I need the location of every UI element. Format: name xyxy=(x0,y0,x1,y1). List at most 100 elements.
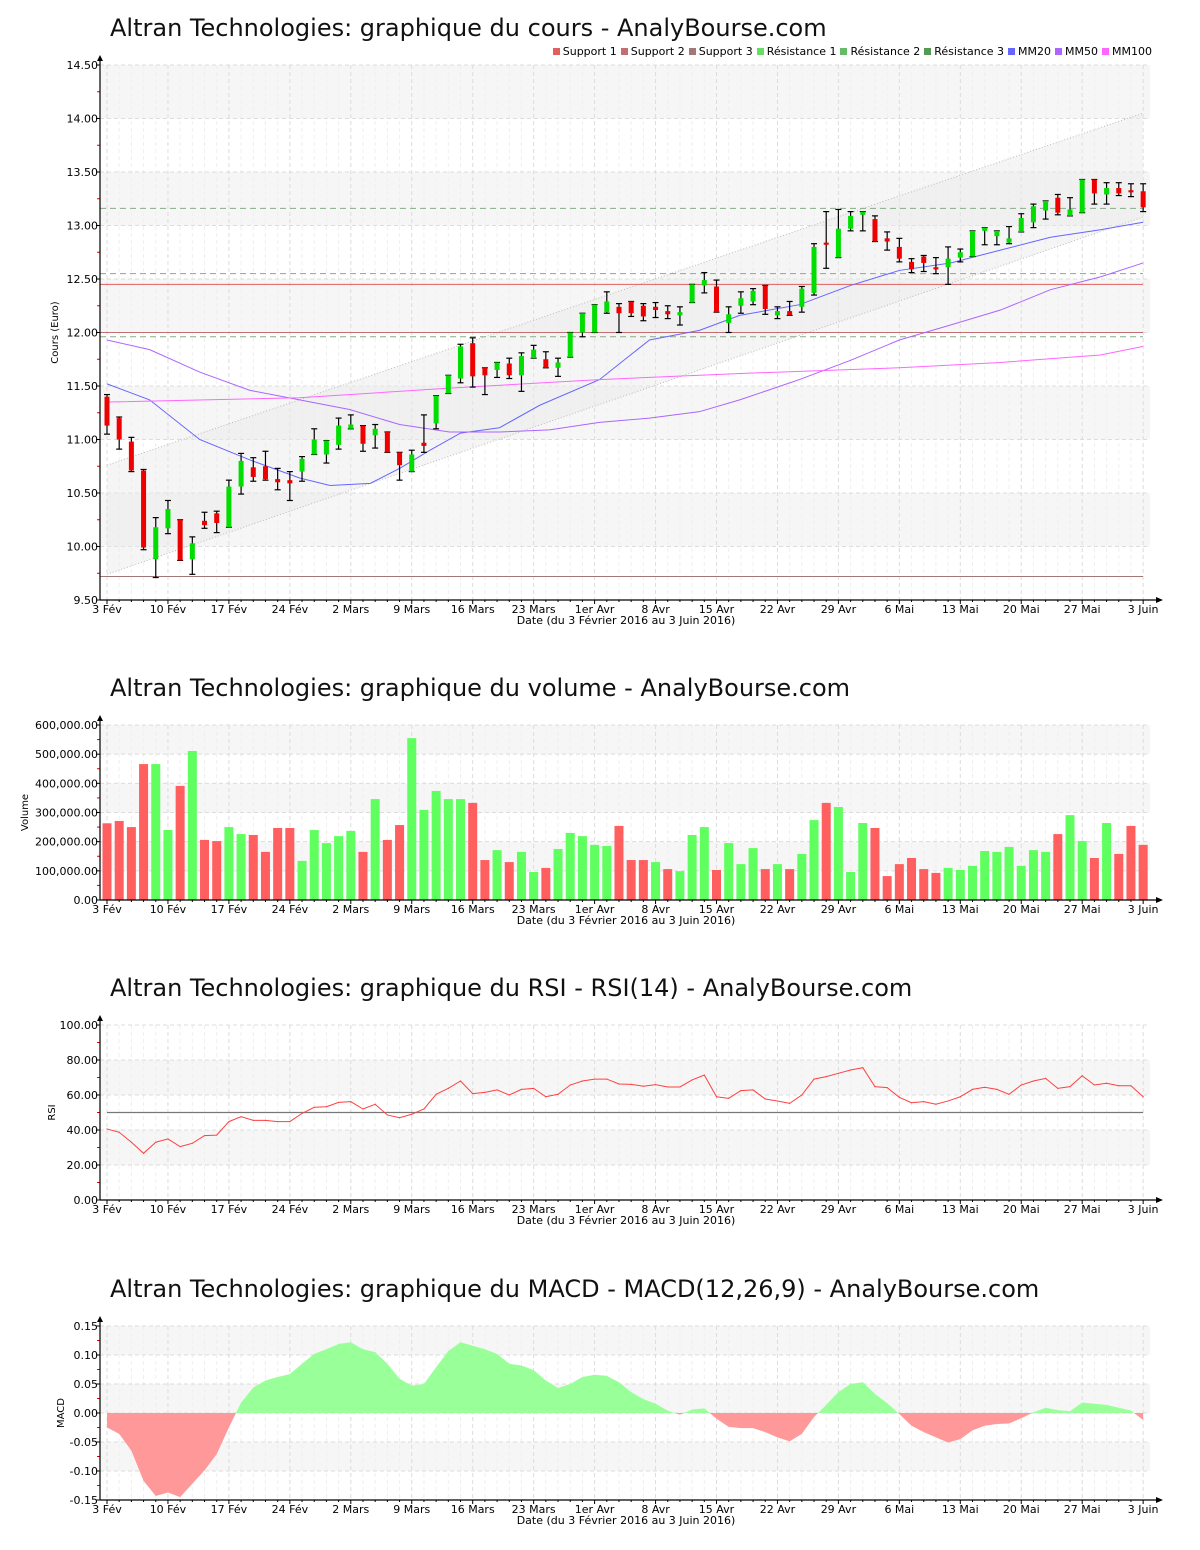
rsi-point xyxy=(1118,1085,1120,1087)
rsi-point xyxy=(545,1096,547,1098)
rsi-point xyxy=(642,1085,644,1087)
rsi-point xyxy=(289,1121,291,1123)
mm100-line xyxy=(106,345,1144,403)
y-tick-label: 0.10 xyxy=(74,1349,99,1362)
candle xyxy=(1042,200,1049,220)
y-tick-label: 300,000.00 xyxy=(35,807,98,820)
volume-bar xyxy=(577,836,587,900)
rsi-point xyxy=(618,1083,620,1085)
y-tick-label: 10.00 xyxy=(67,541,99,554)
volume-bar xyxy=(931,872,941,900)
candle xyxy=(347,414,354,430)
volume-bar xyxy=(760,869,770,900)
candle xyxy=(164,499,171,535)
y-tick-label: 500,000.00 xyxy=(35,748,98,761)
candle xyxy=(104,393,110,435)
candle-body xyxy=(299,458,305,472)
x-tick-label: 27 Mai xyxy=(1064,903,1101,916)
rsi-point xyxy=(923,1101,925,1103)
y-tick-label: 11.50 xyxy=(67,380,99,393)
x-tick-label: 13 Mai xyxy=(942,603,979,616)
rsi-point xyxy=(216,1134,218,1136)
background-band xyxy=(100,118,1150,172)
rsi-point xyxy=(1142,1096,1144,1098)
candle-body xyxy=(311,439,317,455)
volume-bar xyxy=(468,802,478,900)
rsi-point xyxy=(654,1084,657,1086)
y-tick-label: 14.50 xyxy=(67,59,99,72)
rsi-point xyxy=(679,1086,681,1088)
rsi-point xyxy=(1069,1086,1071,1088)
candle xyxy=(274,467,281,491)
candle-body xyxy=(470,343,476,377)
rsi-point xyxy=(910,1102,913,1104)
candle xyxy=(689,283,696,304)
candle xyxy=(579,312,586,338)
legend-label: MM20 xyxy=(1018,45,1052,58)
candle-body xyxy=(957,252,963,258)
candle-body xyxy=(165,509,171,529)
rsi-point xyxy=(752,1089,754,1091)
x-tick-label: 27 Mai xyxy=(1064,603,1101,616)
volume-bar xyxy=(967,865,977,900)
candle xyxy=(920,254,927,273)
legend-label: Support 1 xyxy=(562,45,617,58)
candle xyxy=(737,291,744,314)
chart-title: Altran Technologies: graphique du MACD -… xyxy=(110,1275,1039,1303)
x-axis-title: Date (du 3 Février 2016 au 3 Juin 2016) xyxy=(517,1214,736,1227)
rsi-point xyxy=(606,1078,608,1080)
candle-body xyxy=(543,359,549,368)
x-tick-label: 27 Mai xyxy=(1064,1203,1101,1216)
x-axis-title: Date (du 3 Février 2016 au 3 Juin 2016) xyxy=(517,914,736,927)
legend-item: Support 3 xyxy=(688,45,753,58)
background-band xyxy=(100,1471,1150,1500)
volume-bar xyxy=(1138,844,1148,900)
candle-body xyxy=(689,284,695,303)
x-tick-label: 17 Fév xyxy=(211,1503,248,1516)
candle-body xyxy=(884,238,890,242)
candle-body xyxy=(835,228,841,258)
volume-bar xyxy=(309,830,319,900)
y-axis-arrow xyxy=(97,715,103,721)
candle-body xyxy=(531,349,537,359)
x-tick-label: 8 Avr xyxy=(641,903,670,916)
x-axis-title: Date (du 3 Février 2016 au 3 Juin 2016) xyxy=(517,614,736,627)
volume-bar xyxy=(504,862,514,900)
candle xyxy=(932,257,939,275)
y-axis-title: RSI xyxy=(47,1104,58,1120)
volume-bar xyxy=(102,823,112,900)
volume-bar xyxy=(443,799,453,900)
legend-item: Résistance 1 xyxy=(756,45,836,58)
background-band xyxy=(100,65,1150,119)
volume-bar xyxy=(126,827,136,900)
candle xyxy=(713,279,720,313)
x-tick-label: 2 Mars xyxy=(332,903,369,916)
rsi-point xyxy=(1081,1075,1083,1077)
candle xyxy=(591,304,598,334)
volume-bar xyxy=(114,820,124,900)
x-tick-label: 1er Avr xyxy=(575,1203,615,1216)
candle xyxy=(420,414,427,453)
volume-bar xyxy=(358,851,368,900)
rsi-point xyxy=(1020,1084,1022,1086)
candle xyxy=(323,439,330,464)
rsi-point xyxy=(630,1083,632,1085)
candle-body xyxy=(360,425,366,444)
candle xyxy=(798,285,805,313)
y-tick-label: 400,000.00 xyxy=(35,777,98,790)
rsi-point xyxy=(557,1093,559,1095)
candle-body xyxy=(348,424,354,429)
x-tick-label: 20 Mai xyxy=(1003,1503,1040,1516)
legend-label: Support 3 xyxy=(698,45,753,58)
candle xyxy=(238,452,245,495)
rsi-chart: 100.00 80.00 60.00 40.00 20.00 0.003 Fév 10 Fé… xyxy=(47,974,1163,1227)
candle-body xyxy=(921,256,927,263)
candle-body xyxy=(421,442,427,446)
legend-item: Résistance 3 xyxy=(924,45,1004,58)
background-band xyxy=(100,1130,1150,1165)
volume-bar xyxy=(297,860,307,900)
x-tick-label: 3 Fév xyxy=(92,1203,122,1216)
candle xyxy=(530,344,537,359)
candle-body xyxy=(555,362,561,368)
